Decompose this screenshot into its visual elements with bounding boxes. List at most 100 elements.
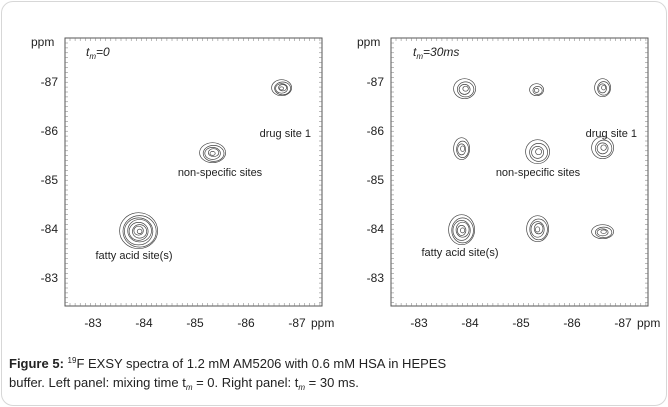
contour-ring	[529, 83, 544, 97]
y-tick-label: -83	[41, 271, 59, 285]
peaks	[448, 78, 614, 246]
contour-ring	[591, 224, 614, 240]
y-unit-label: ppm	[31, 35, 54, 49]
caption-text: buffer. Left panel: mixing time t	[9, 375, 186, 390]
contour-ring	[451, 217, 474, 244]
contour-ring	[600, 144, 607, 151]
contour-peak	[591, 136, 614, 160]
caption-line-1: Figure 5: 19F EXSY spectra of 1.2 mM AM5…	[9, 354, 659, 373]
figure-label: Figure 5:	[9, 356, 64, 371]
contour-ring	[594, 226, 613, 238]
x-tick-label: -85	[186, 316, 204, 330]
contour-ring	[531, 146, 544, 159]
contour-ring	[448, 214, 475, 246]
contour-ring	[525, 139, 550, 165]
contour-ring	[529, 143, 548, 162]
contour-ring	[452, 220, 471, 241]
contour-ring	[458, 84, 471, 95]
contour-ring	[594, 78, 611, 98]
contour-ring	[591, 136, 614, 160]
exsy-spectra: ppm ppm tm=0 -87 -86 -85 -84 -83 -83 -84…	[31, 35, 660, 330]
x-tick-label: -87	[614, 316, 632, 330]
y-tick-label: -85	[41, 173, 59, 187]
contour-ring	[460, 227, 466, 234]
annotation-non-specific: non-specific sites	[178, 167, 263, 179]
y-tick-label: -87	[41, 75, 59, 89]
x-unit-label: ppm	[311, 316, 334, 330]
contour-ring	[598, 83, 607, 94]
x-tick-label: -85	[512, 316, 530, 330]
contour-ring	[455, 221, 470, 238]
caption-line-2: buffer. Left panel: mixing time tm = 0. …	[9, 373, 659, 392]
contour-peak	[526, 215, 549, 243]
contour-ring	[533, 223, 544, 235]
contour-ring	[529, 218, 548, 241]
x-tick-label: -86	[563, 316, 581, 330]
contour-ring	[209, 151, 216, 156]
right-panel: ppm ppm tm=30ms -87 -86 -85 -84 -83 -83 …	[357, 35, 660, 330]
x-tick-label: -83	[84, 316, 102, 330]
contour-ring	[594, 139, 613, 157]
contour-ring	[278, 84, 287, 92]
contour-ring	[460, 145, 465, 152]
contour-ring	[124, 217, 154, 246]
contour-peak	[525, 139, 550, 165]
contour-ring	[596, 142, 609, 155]
y-unit-label: ppm	[357, 35, 380, 49]
x-unit-label: ppm	[637, 316, 660, 330]
figure-caption: Figure 5: 19F EXSY spectra of 1.2 mM AM5…	[9, 354, 659, 392]
contour-ring	[600, 229, 607, 234]
mixing-time-label: tm=30ms	[413, 45, 459, 61]
mixing-time-label: tm=0	[86, 45, 110, 61]
minor-ticks	[391, 38, 648, 306]
plot-frame	[390, 37, 649, 307]
caption-text: F EXSY spectra of 1.2 mM AM5206 with 0.6…	[76, 356, 447, 371]
contour-ring	[596, 228, 609, 237]
contour-ring	[132, 224, 148, 239]
left-panel: ppm ppm tm=0 -87 -86 -85 -84 -83 -83 -84…	[31, 35, 334, 330]
contour-ring	[535, 226, 541, 233]
contour-ring	[453, 78, 476, 100]
y-tick-label: -83	[367, 271, 385, 285]
annotation-non-specific: non-specific sites	[496, 167, 581, 179]
contour-ring	[462, 85, 469, 92]
y-tick-label: -84	[367, 222, 385, 236]
contour-peak	[199, 142, 226, 164]
contour-ring	[127, 219, 152, 243]
annotation-drug-site: drug site 1	[586, 128, 637, 140]
caption-text: = 30 ms.	[305, 375, 359, 390]
contour-ring	[208, 148, 220, 158]
contour-ring	[204, 147, 221, 160]
annotation-drug-site: drug site 1	[260, 128, 311, 140]
x-tick-label: -84	[135, 316, 153, 330]
subscript-m: m	[185, 383, 193, 392]
contour-ring	[271, 79, 292, 97]
y-tick-label: -87	[367, 75, 385, 89]
y-tick-label: -86	[367, 124, 385, 138]
plot-frame	[64, 37, 323, 307]
contour-ring	[279, 86, 284, 91]
x-tick-label: -84	[461, 316, 479, 330]
x-tick-label: -87	[288, 316, 306, 330]
caption-text: = 0. Right panel: t	[192, 375, 299, 390]
contour-ring	[128, 222, 149, 241]
contour-ring	[199, 142, 226, 164]
annotation-fatty-acid: fatty acid site(s)	[95, 250, 172, 262]
contour-peak	[591, 224, 614, 240]
contour-ring	[601, 85, 606, 91]
contour-peak	[271, 79, 292, 97]
contour-ring	[275, 83, 288, 94]
contour-ring	[136, 228, 143, 234]
contour-ring	[202, 145, 225, 162]
contour-peak	[448, 214, 475, 246]
minor-ticks	[65, 38, 322, 306]
contour-ring	[535, 148, 542, 156]
contour-ring	[456, 140, 469, 158]
contour-ring	[533, 88, 540, 93]
contour-ring	[457, 81, 475, 98]
y-tick-label: -84	[41, 222, 59, 236]
y-tick-label: -86	[41, 124, 59, 138]
x-tick-label: -86	[237, 316, 255, 330]
contour-peak	[453, 78, 476, 100]
subscript-m: m	[298, 383, 306, 392]
